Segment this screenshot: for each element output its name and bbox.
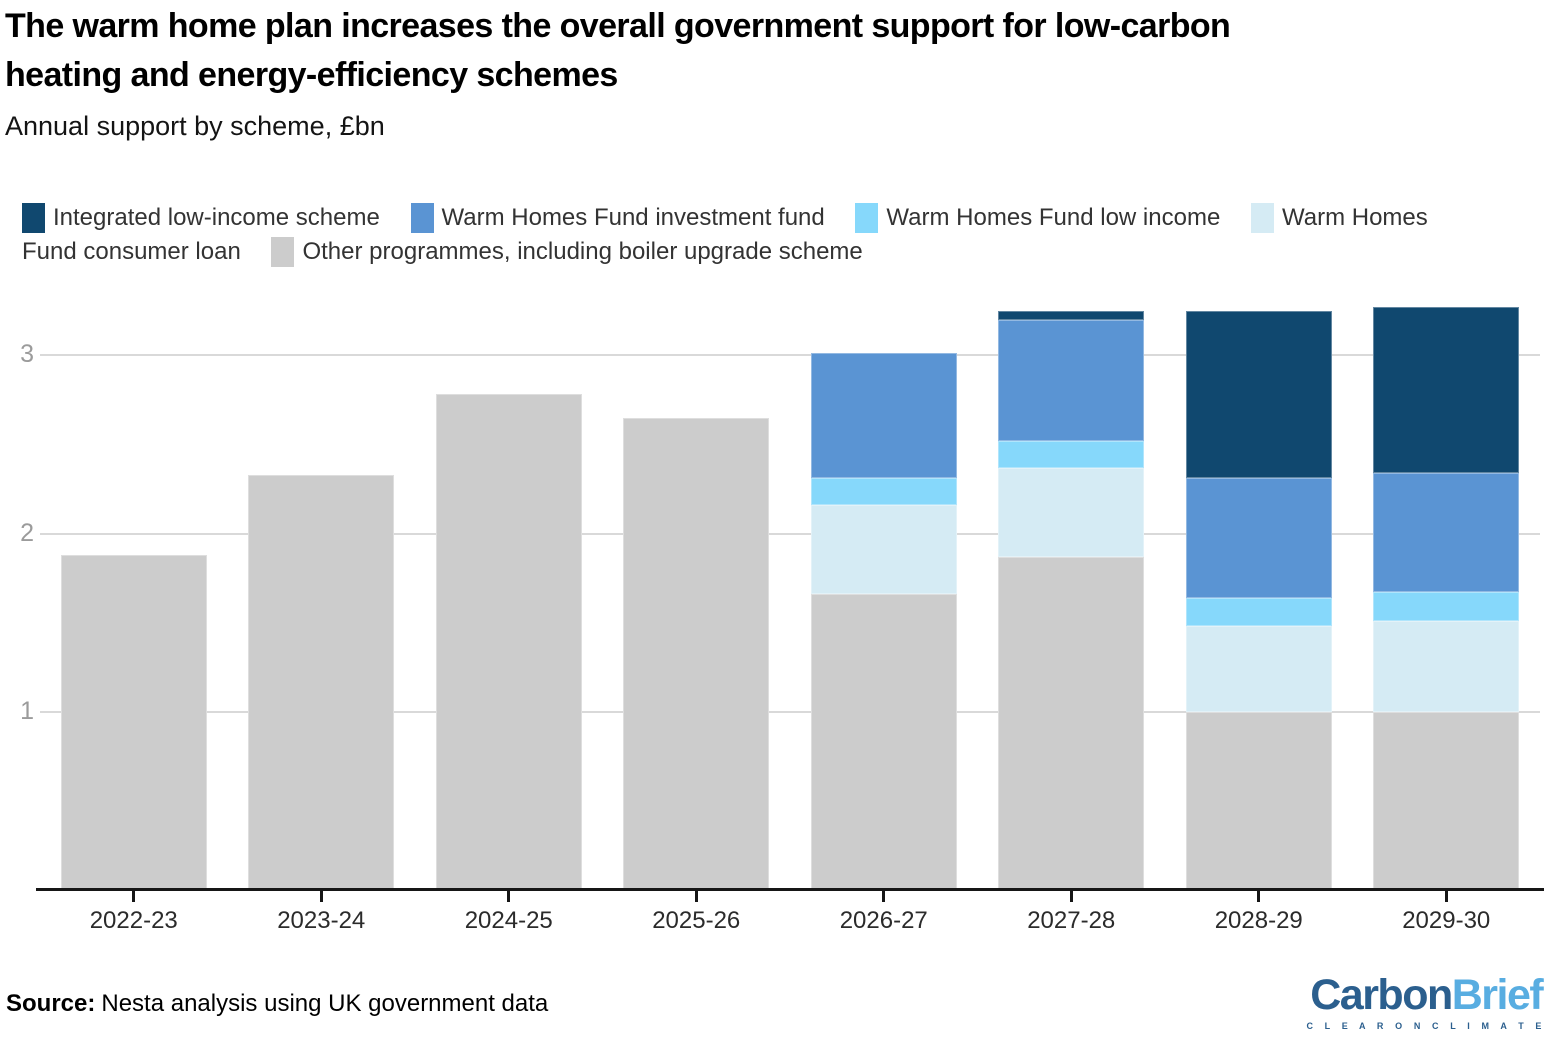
y-tick-label: 2 (20, 518, 34, 547)
bar-segment (810, 478, 957, 505)
chart-title: The warm home plan increases the overall… (5, 7, 1231, 94)
x-tick (319, 891, 323, 902)
legend-swatch-integrated-low-income-icon (22, 203, 45, 233)
y-tick-label: 3 (20, 340, 34, 369)
x-tick-label: 2028-29 (1214, 907, 1303, 934)
legend-label: Warm Homes Fund investment fund (441, 204, 825, 231)
x-tick-label: 2026-27 (839, 907, 928, 934)
x-tick (1444, 891, 1448, 902)
legend-swatch-consumer-loan-icon (1250, 203, 1274, 233)
bar-segment (1185, 711, 1332, 890)
bar-segment (1185, 597, 1332, 627)
x-tick (694, 891, 698, 902)
bar-segment (1373, 307, 1520, 473)
legend-item-low-income: Warm Homes Fund low income (855, 203, 1221, 233)
x-tick (1257, 891, 1261, 902)
gridline (40, 532, 1540, 535)
bar-segment (1185, 478, 1332, 598)
x-tick-label: 2029-30 (1402, 907, 1491, 934)
gridline (40, 710, 1540, 713)
x-tick-label: 2024-25 (464, 907, 553, 934)
source-text: Nesta analysis using UK government data (101, 990, 549, 1017)
logo-part1: Carbon (1310, 971, 1453, 1019)
x-tick-label: 2027-28 (1027, 907, 1116, 934)
legend-item-investment-fund: Warm Homes Fund investment fund (410, 203, 825, 233)
bar-segment (1373, 620, 1520, 712)
bar-segment (1373, 711, 1520, 890)
bar-segment (1373, 592, 1520, 621)
chart-subtitle: Annual support by scheme, £bn (5, 111, 385, 141)
legend-swatch-investment-fund-icon (410, 203, 434, 233)
bar-segment (998, 310, 1145, 320)
legend-label: Other programmes, including boiler upgra… (302, 238, 863, 265)
bar-segment (1373, 472, 1520, 593)
logo-tagline: C L E A R O N C L I M A T E (1306, 1021, 1546, 1032)
bar-segment (998, 556, 1145, 890)
legend-swatch-low-income-icon (855, 203, 879, 233)
x-tick (882, 891, 886, 902)
y-tick-label: 1 (20, 696, 34, 725)
x-axis-line (36, 888, 1544, 891)
bar-segment (623, 417, 770, 890)
x-tick (507, 891, 511, 902)
x-tick-label: 2023-24 (277, 907, 366, 934)
bar-segment (810, 353, 957, 479)
legend-label: Warm Homes Fund consumer loan (22, 204, 1428, 265)
bar-segment (810, 505, 957, 595)
legend-item-other-programmes: Other programmes, including boiler upgra… (271, 237, 863, 267)
x-tick (132, 891, 136, 902)
bar-segment (998, 440, 1145, 468)
legend: Integrated low-income scheme Warm Homes … (22, 201, 1482, 269)
gridline (40, 354, 1540, 357)
source-label: Source: (6, 990, 96, 1017)
bar-segment (1185, 310, 1332, 479)
bar-segment (1185, 626, 1332, 712)
legend-item-integrated-low-income: Integrated low-income scheme (22, 203, 380, 233)
bar-segment (998, 467, 1145, 557)
x-tick (1069, 891, 1073, 902)
legend-item-consumer-loan: Warm Homes Fund consumer loan (22, 203, 1428, 265)
bar-segment (810, 594, 957, 890)
bar-segment (435, 394, 582, 890)
logo-part2: Brief (1451, 971, 1544, 1019)
bar-segment (60, 554, 207, 890)
x-tick-label: 2022-23 (89, 907, 178, 934)
bar-segment (248, 474, 395, 890)
legend-label: Integrated low-income scheme (53, 204, 380, 231)
bar-segment (998, 319, 1145, 441)
legend-swatch-other-programmes-icon (271, 237, 295, 267)
plot-area (40, 300, 1540, 890)
carbonbrief-logo: CarbonBrief C L E A R O N C L I M A T E (1306, 971, 1546, 1032)
carbonbrief-logo-text: CarbonBrief (1306, 971, 1546, 1019)
source-note: Source: Nesta analysis using UK governmen… (6, 990, 548, 1018)
x-tick-label: 2025-26 (652, 907, 741, 934)
legend-label: Warm Homes Fund low income (886, 204, 1221, 231)
